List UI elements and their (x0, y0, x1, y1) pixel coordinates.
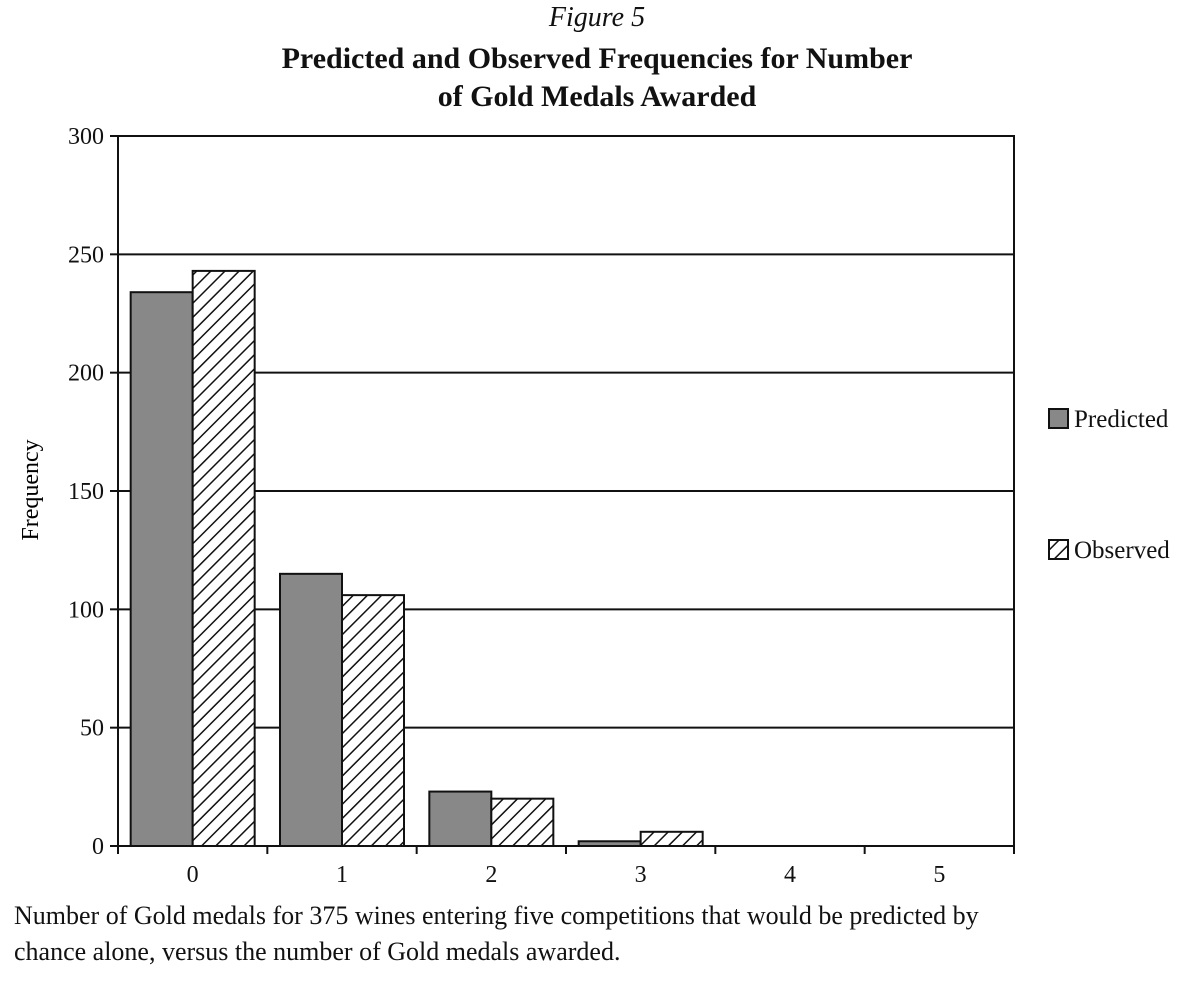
axes: 0 50 100 150 200 250 300 0 1 2 3 4 5 (68, 124, 1015, 888)
bar-predicted-1 (279, 572, 343, 847)
bar-observed-3 (639, 830, 704, 847)
y-axis-label: Frequency (18, 439, 44, 540)
x-tick-label: 3 (635, 862, 647, 888)
bar-observed-0 (191, 269, 256, 847)
x-tick-label: 1 (336, 862, 348, 888)
legend-swatch-observed (1048, 539, 1069, 560)
y-tick-label: 250 (68, 242, 104, 268)
chart-title-line-1: Predicted and Observed Frequencies for N… (281, 42, 913, 75)
y-tick-label: 100 (68, 597, 104, 623)
bar-observed-1 (341, 594, 405, 848)
legend: Predicted Observed (1048, 406, 1170, 564)
bar-predicted-2 (428, 790, 493, 847)
chart-title-line-2: of Gold Medals Awarded (437, 80, 757, 113)
y-tick-label: 150 (68, 479, 104, 505)
bar-observed-2 (490, 797, 555, 848)
x-tick-label: 5 (933, 862, 945, 888)
y-tick-label: 200 (68, 361, 104, 387)
legend-label-observed: Observed (1074, 537, 1170, 564)
legend-swatch-predicted (1048, 408, 1069, 429)
bar-chart: 0 50 100 150 200 250 300 0 1 2 3 4 5 Predicted Observ… (18, 124, 1170, 888)
y-tick-label: 0 (92, 834, 104, 860)
caption-line-1: Number of Gold medals for 375 wines ente… (14, 901, 979, 930)
x-tick-label: 2 (485, 862, 497, 888)
caption-line-2: chance alone, versus the number of Gold … (14, 937, 621, 966)
x-tick-label: 4 (784, 862, 796, 888)
bar-predicted-0 (129, 291, 194, 847)
x-tick-label: 0 (187, 862, 199, 888)
y-tick-label: 50 (80, 716, 104, 742)
figure-label: Figure 5 (548, 2, 646, 33)
y-tick-label: 300 (68, 124, 104, 150)
bars (129, 269, 704, 848)
chart-title: Predicted and Observed Frequencies for N… (0, 40, 1194, 116)
figure-caption: Number of Gold medals for 375 wines ente… (14, 898, 1184, 970)
legend-label-predicted: Predicted (1074, 406, 1169, 433)
